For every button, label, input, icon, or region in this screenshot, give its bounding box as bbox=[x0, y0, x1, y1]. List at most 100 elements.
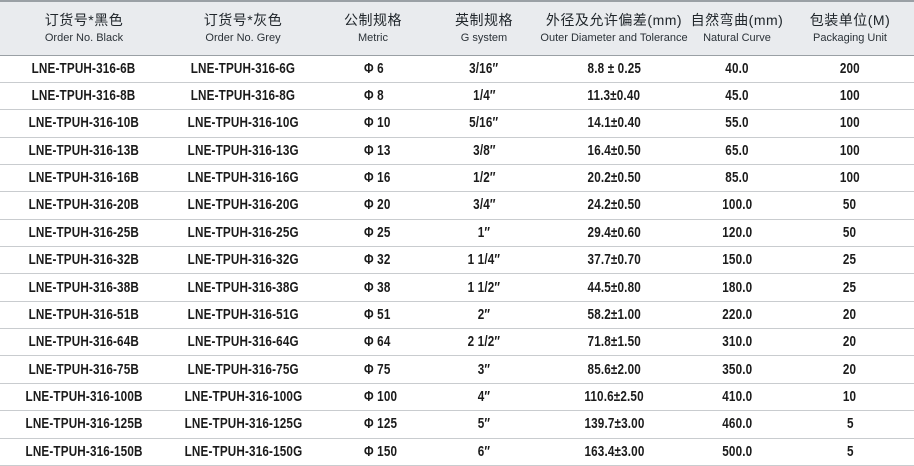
order-grey-value: LNE-TPUH-316-32G bbox=[187, 251, 299, 269]
cell-g-system: 1 1/4″ bbox=[428, 246, 540, 275]
order-grey-value: LNE-TPUH-316-64G bbox=[187, 333, 299, 351]
cell-packaging-unit: 200 bbox=[786, 55, 914, 83]
header-order-black-zh: 订货号*黑色 bbox=[44, 11, 124, 28]
outer-diameter-value: 8.8 ± 0.25 bbox=[587, 59, 641, 77]
metric-value: Φ 20 bbox=[364, 196, 391, 214]
cell-outer-diameter: 44.5±0.80 bbox=[540, 273, 688, 302]
header-order-grey: 订货号*灰色 Order No. Grey bbox=[168, 1, 318, 56]
cell-order-black: LNE-TPUH-316-150B bbox=[0, 438, 168, 466]
cell-g-system: 3/8″ bbox=[428, 137, 540, 165]
order-black-value: LNE-TPUH-316-38B bbox=[28, 278, 140, 296]
order-black-value: LNE-TPUH-316-20B bbox=[28, 196, 140, 214]
order-grey-value: LNE-TPUH-316-16G bbox=[187, 169, 299, 187]
outer-diameter-value: 24.2±0.50 bbox=[587, 196, 641, 214]
cell-packaging-unit: 25 bbox=[786, 246, 914, 275]
natural-curve-value: 180.0 bbox=[721, 278, 753, 296]
cell-metric: Φ 8 bbox=[318, 82, 428, 111]
table-row: LNE-TPUH-316-13B LNE-TPUH-316-13G Φ 13 3… bbox=[0, 137, 914, 165]
packaging-unit-value: 25 bbox=[843, 251, 857, 269]
outer-diameter-value: 110.6±2.50 bbox=[584, 387, 644, 405]
header-metric-zh: 公制规格 bbox=[344, 11, 402, 28]
table-row: LNE-TPUH-316-20B LNE-TPUH-316-20G Φ 20 3… bbox=[0, 191, 914, 220]
metric-value: Φ 100 bbox=[364, 387, 398, 405]
cell-outer-diameter: 58.2±1.00 bbox=[540, 301, 688, 330]
cell-packaging-unit: 50 bbox=[786, 219, 914, 248]
header-order-grey-en: Order No. Grey bbox=[205, 32, 281, 45]
table-row: LNE-TPUH-316-6B LNE-TPUH-316-6G Φ 6 3/16… bbox=[0, 55, 914, 83]
g-system-value: 3/4″ bbox=[472, 196, 496, 214]
g-system-value: 3/8″ bbox=[472, 141, 496, 159]
cell-packaging-unit: 100 bbox=[786, 137, 914, 165]
table-row: LNE-TPUH-316-8B LNE-TPUH-316-8G Φ 8 1/4″… bbox=[0, 82, 914, 111]
cell-natural-curve: 85.0 bbox=[688, 164, 786, 193]
order-black-value: LNE-TPUH-316-150B bbox=[25, 442, 143, 460]
packaging-unit-value: 100 bbox=[839, 169, 860, 187]
cell-outer-diameter: 16.4±0.50 bbox=[540, 137, 688, 165]
header-natural-curve: 自然弯曲(mm) Natural Curve bbox=[688, 1, 786, 56]
natural-curve-value: 65.0 bbox=[725, 141, 749, 159]
order-black-value: LNE-TPUH-316-6B bbox=[32, 59, 136, 77]
order-grey-value: LNE-TPUH-316-6G bbox=[190, 59, 296, 77]
cell-natural-curve: 150.0 bbox=[688, 246, 786, 275]
packaging-unit-value: 25 bbox=[843, 278, 857, 296]
cell-outer-diameter: 85.6±2.00 bbox=[540, 355, 688, 384]
cell-order-black: LNE-TPUH-316-75B bbox=[0, 355, 168, 384]
header-outer-diameter-en: Outer Diameter and Tolerance bbox=[540, 32, 688, 45]
cell-natural-curve: 460.0 bbox=[688, 410, 786, 439]
cell-order-grey: LNE-TPUH-316-125G bbox=[168, 410, 318, 439]
cell-g-system: 1/4″ bbox=[428, 82, 540, 111]
cell-order-grey: LNE-TPUH-316-38G bbox=[168, 273, 318, 302]
cell-outer-diameter: 20.2±0.50 bbox=[540, 164, 688, 193]
cell-order-grey: LNE-TPUH-316-6G bbox=[168, 55, 318, 83]
cell-order-black: LNE-TPUH-316-6B bbox=[0, 55, 168, 83]
cell-order-grey: LNE-TPUH-316-10G bbox=[168, 109, 318, 138]
cell-outer-diameter: 14.1±0.40 bbox=[540, 109, 688, 138]
order-black-value: LNE-TPUH-316-125B bbox=[25, 415, 143, 433]
metric-value: Φ 64 bbox=[364, 333, 391, 351]
cell-packaging-unit: 20 bbox=[786, 355, 914, 384]
order-black-value: LNE-TPUH-316-13B bbox=[28, 141, 140, 159]
order-grey-value: LNE-TPUH-316-125G bbox=[184, 415, 303, 433]
cell-metric: Φ 6 bbox=[318, 55, 428, 83]
cell-order-grey: LNE-TPUH-316-20G bbox=[168, 191, 318, 220]
order-grey-value: LNE-TPUH-316-150G bbox=[184, 442, 303, 460]
cell-g-system: 2″ bbox=[428, 301, 540, 330]
packaging-unit-value: 20 bbox=[843, 360, 857, 378]
cell-order-grey: LNE-TPUH-316-13G bbox=[168, 137, 318, 165]
cell-natural-curve: 40.0 bbox=[688, 55, 786, 83]
packaging-unit-value: 20 bbox=[843, 305, 857, 323]
cell-packaging-unit: 100 bbox=[786, 82, 914, 111]
order-grey-value: LNE-TPUH-316-51G bbox=[187, 305, 299, 323]
outer-diameter-value: 85.6±2.00 bbox=[587, 360, 641, 378]
cell-g-system: 4″ bbox=[428, 383, 540, 412]
cell-packaging-unit: 50 bbox=[786, 191, 914, 220]
cell-natural-curve: 500.0 bbox=[688, 438, 786, 466]
outer-diameter-value: 14.1±0.40 bbox=[587, 114, 641, 132]
packaging-unit-value: 20 bbox=[843, 333, 857, 351]
order-grey-value: LNE-TPUH-316-8G bbox=[190, 87, 296, 105]
header-outer-diameter: 外径及允许偏差(mm) Outer Diameter and Tolerance bbox=[540, 1, 688, 56]
table-body: LNE-TPUH-316-6B LNE-TPUH-316-6G Φ 6 3/16… bbox=[0, 55, 914, 466]
cell-order-black: LNE-TPUH-316-51B bbox=[0, 301, 168, 330]
cell-outer-diameter: 163.4±3.00 bbox=[540, 438, 688, 466]
cell-metric: Φ 64 bbox=[318, 328, 428, 357]
g-system-value: 6″ bbox=[477, 442, 491, 460]
outer-diameter-value: 139.7±3.00 bbox=[583, 415, 645, 433]
table-row: LNE-TPUH-316-150B LNE-TPUH-316-150G Φ 15… bbox=[0, 438, 914, 466]
header-g-system: 英制规格 G system bbox=[428, 1, 540, 56]
g-system-value: 2″ bbox=[477, 305, 491, 323]
cell-natural-curve: 65.0 bbox=[688, 137, 786, 165]
outer-diameter-value: 16.4±0.50 bbox=[587, 141, 641, 159]
order-grey-value: LNE-TPUH-316-100G bbox=[184, 387, 303, 405]
cell-metric: Φ 51 bbox=[318, 301, 428, 330]
table-row: LNE-TPUH-316-100B LNE-TPUH-316-100G Φ 10… bbox=[0, 383, 914, 412]
cell-outer-diameter: 11.3±0.40 bbox=[540, 82, 688, 111]
g-system-value: 1/2″ bbox=[472, 169, 496, 187]
packaging-unit-value: 100 bbox=[839, 141, 860, 159]
cell-order-grey: LNE-TPUH-316-8G bbox=[168, 82, 318, 111]
cell-natural-curve: 55.0 bbox=[688, 109, 786, 138]
cell-metric: Φ 25 bbox=[318, 219, 428, 248]
cell-order-grey: LNE-TPUH-316-75G bbox=[168, 355, 318, 384]
